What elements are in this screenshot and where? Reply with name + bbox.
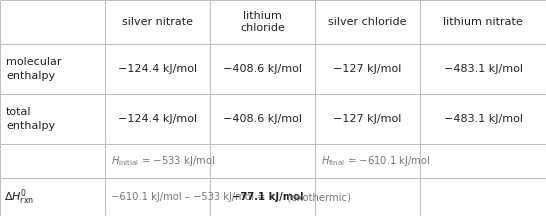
Text: −408.6 kJ/mol: −408.6 kJ/mol [223, 64, 302, 74]
Text: lithium
chloride: lithium chloride [240, 11, 285, 33]
Text: −124.4 kJ/mol: −124.4 kJ/mol [118, 64, 197, 74]
Text: −127 kJ/mol: −127 kJ/mol [333, 114, 402, 124]
Text: −483.1 kJ/mol: −483.1 kJ/mol [443, 114, 523, 124]
Text: −77.1 kJ/mol: −77.1 kJ/mol [233, 192, 304, 202]
Text: (exothermic): (exothermic) [284, 192, 351, 202]
Text: lithium nitrate: lithium nitrate [443, 17, 523, 27]
Text: total
enthalpy: total enthalpy [6, 107, 55, 131]
Text: $\Delta H^0_{\rm{rxn}}$: $\Delta H^0_{\rm{rxn}}$ [4, 187, 34, 207]
Text: −124.4 kJ/mol: −124.4 kJ/mol [118, 114, 197, 124]
Text: −610.1 kJ/mol – −533 kJ/mol =: −610.1 kJ/mol – −533 kJ/mol = [111, 192, 269, 202]
Text: molecular
enthalpy: molecular enthalpy [6, 57, 62, 81]
Text: −483.1 kJ/mol: −483.1 kJ/mol [443, 64, 523, 74]
Text: $\it{H}_{\rm{final}}$ = −610.1 kJ/mol: $\it{H}_{\rm{final}}$ = −610.1 kJ/mol [321, 154, 431, 168]
Text: silver chloride: silver chloride [328, 17, 407, 27]
Text: $\it{H}_{\rm{initial}}$ = −533 kJ/mol: $\it{H}_{\rm{initial}}$ = −533 kJ/mol [111, 154, 215, 168]
Text: −408.6 kJ/mol: −408.6 kJ/mol [223, 114, 302, 124]
Text: silver nitrate: silver nitrate [122, 17, 193, 27]
Text: −127 kJ/mol: −127 kJ/mol [333, 64, 402, 74]
